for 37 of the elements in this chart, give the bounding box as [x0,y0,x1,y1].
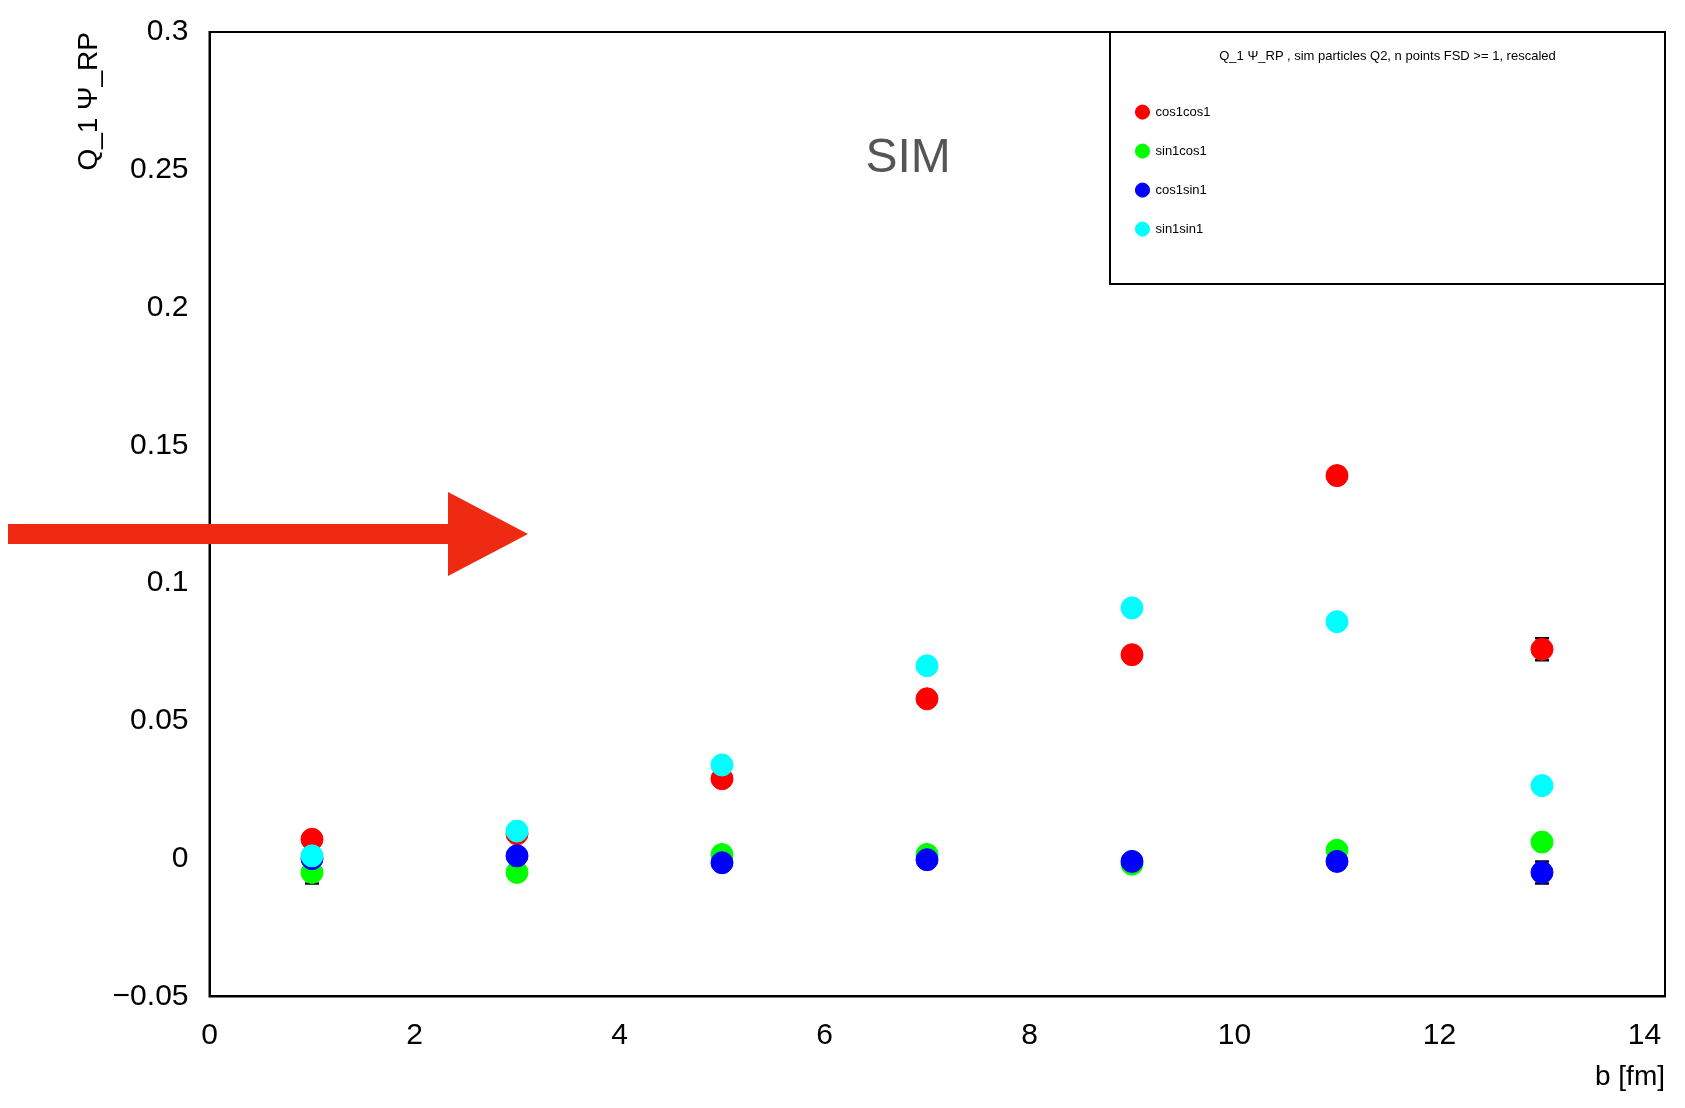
y-tick-label: 0.15 [130,426,189,460]
annotation: SIM [865,129,951,182]
y-tick-label: 0 [171,839,189,873]
y-tick-label: 0.3 [146,13,189,47]
point [1325,849,1349,873]
legend-label: cos1cos1 [1155,103,1211,119]
y-tick-label: 0.25 [130,151,189,185]
x-tick-label: 0 [201,1016,218,1050]
x-axis-title: b [fm] [1594,1059,1665,1091]
x-tick-label: 14 [1627,1016,1662,1050]
y-axis-title: Q_1 Ψ_RP [71,32,103,171]
y-tick-label: 0.2 [146,288,189,322]
point [1120,643,1144,667]
point [915,687,939,711]
point [505,844,529,868]
x-tick-label: 4 [611,1016,628,1050]
legend-label: sin1sin1 [1155,220,1204,236]
legend-label: sin1cos1 [1155,142,1207,158]
x-tick-label: 8 [1021,1016,1038,1050]
x-tick-label: 2 [406,1016,423,1050]
x-tick-label: 6 [816,1016,833,1050]
point [710,753,734,777]
legend-title: Q_1 Ψ_RP , sim particles Q2, n points FSD >= 1, rescaled [1219,48,1556,64]
x-tick-label: 12 [1422,1016,1457,1050]
y-tick-label: 0.1 [146,564,189,598]
point [710,851,734,875]
x-tick-label: 10 [1217,1016,1252,1050]
point [1120,596,1144,620]
y-tick-label: 0.05 [130,702,189,736]
y-tick-label: −0.05 [112,977,189,1011]
point [915,654,939,678]
point [1325,464,1349,488]
point [1530,774,1554,798]
legend-label: cos1sin1 [1155,181,1207,197]
point [1530,830,1554,854]
point [915,848,939,872]
point [1325,610,1349,634]
